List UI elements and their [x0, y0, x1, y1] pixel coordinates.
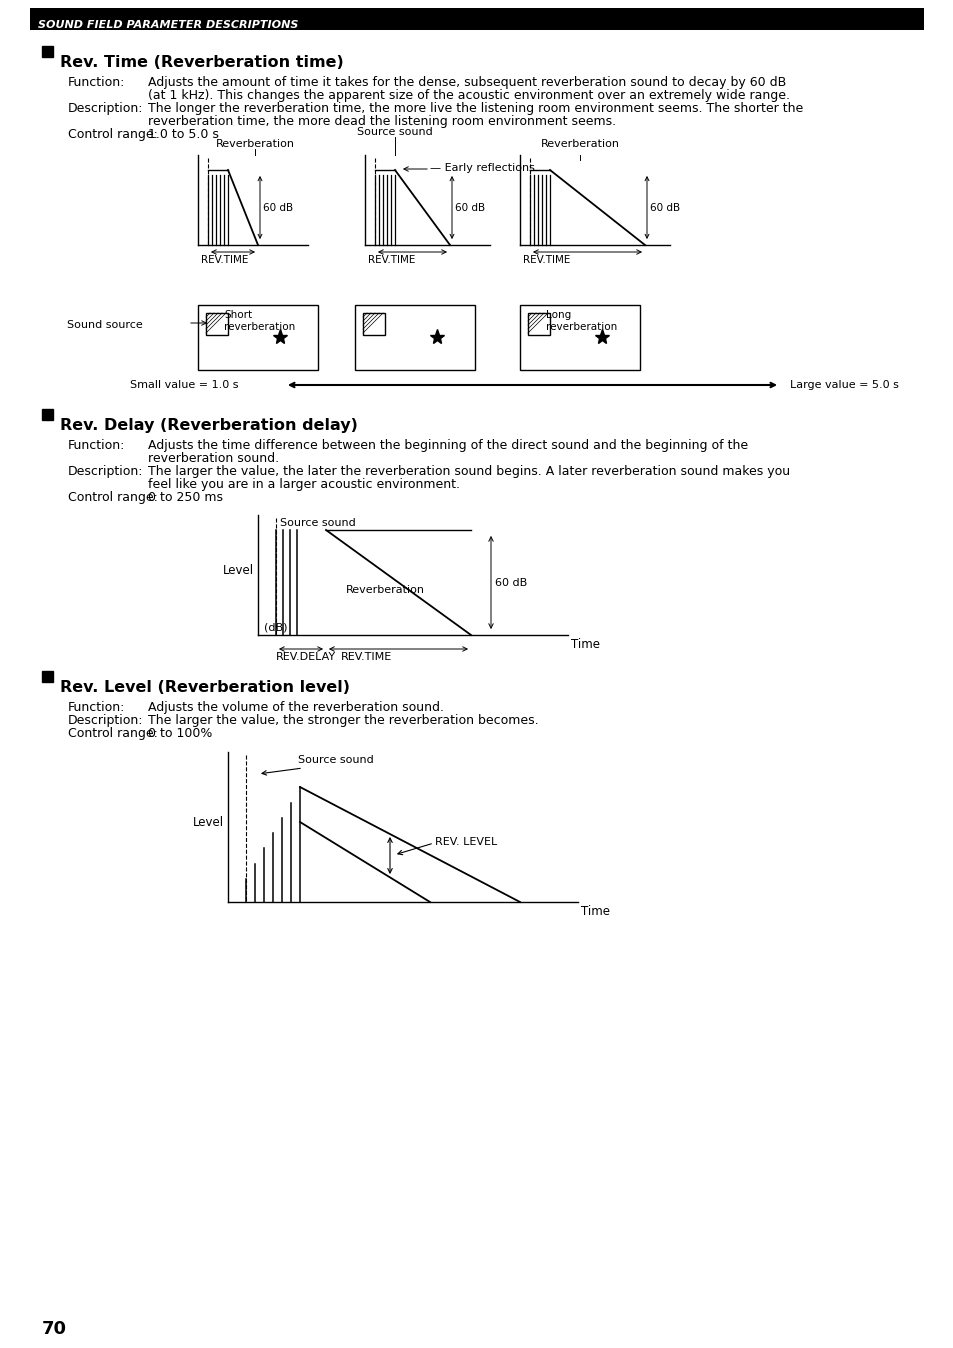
Text: Function:: Function:	[68, 439, 125, 452]
Text: Large value = 5.0 s: Large value = 5.0 s	[789, 380, 898, 390]
Text: Description:: Description:	[68, 465, 143, 479]
Text: Level: Level	[193, 816, 224, 829]
Text: Rev. Delay (Reverberation delay): Rev. Delay (Reverberation delay)	[60, 418, 357, 433]
Text: (at 1 kHz). This changes the apparent size of the acoustic environment over an e: (at 1 kHz). This changes the apparent si…	[148, 89, 789, 102]
Text: Time: Time	[571, 638, 599, 651]
Text: The larger the value, the later the reverberation sound begins. A later reverber: The larger the value, the later the reve…	[148, 465, 789, 479]
Text: REV.DELAY: REV.DELAY	[275, 652, 335, 662]
Text: Small value = 1.0 s: Small value = 1.0 s	[130, 380, 238, 390]
Bar	[198, 305, 317, 369]
Text: Rev. Level (Reverberation level): Rev. Level (Reverberation level)	[60, 679, 350, 696]
Text: reverberation time, the more dead the listening room environment seems.: reverberation time, the more dead the li…	[148, 115, 616, 128]
Text: Source sound: Source sound	[297, 755, 374, 766]
Bar	[355, 305, 475, 369]
Text: Long
reverberation: Long reverberation	[545, 310, 617, 332]
Text: feel like you are in a larger acoustic environment.: feel like you are in a larger acoustic e…	[148, 479, 459, 491]
Text: reverberation sound.: reverberation sound.	[148, 452, 279, 465]
Text: Adjusts the amount of time it takes for the dense, subsequent reverberation soun: Adjusts the amount of time it takes for …	[148, 75, 785, 89]
Text: Time: Time	[580, 905, 609, 918]
Text: REV.TIME: REV.TIME	[522, 255, 570, 266]
Bar	[363, 313, 385, 336]
Text: 0 to 250 ms: 0 to 250 ms	[148, 491, 223, 504]
Text: — Early reflections: — Early reflections	[430, 163, 535, 173]
Text: The larger the value, the stronger the reverberation becomes.: The larger the value, the stronger the r…	[148, 714, 538, 727]
Text: Source sound: Source sound	[280, 518, 355, 528]
Text: Reverberation: Reverberation	[346, 585, 424, 594]
Text: Control range:: Control range:	[68, 491, 157, 504]
Text: 60 dB: 60 dB	[649, 204, 679, 213]
Bar	[206, 313, 228, 336]
Text: Description:: Description:	[68, 714, 143, 727]
Text: Short
reverberation: Short reverberation	[224, 310, 294, 332]
Text: 60 dB: 60 dB	[263, 204, 293, 213]
Text: Level: Level	[223, 563, 253, 577]
Text: REV.TIME: REV.TIME	[201, 255, 248, 266]
Bar	[42, 671, 53, 682]
Text: Control range:: Control range:	[68, 128, 157, 142]
Text: 60 dB: 60 dB	[455, 204, 485, 213]
Text: 1.0 to 5.0 s: 1.0 to 5.0 s	[148, 128, 218, 142]
Text: Adjusts the volume of the reverberation sound.: Adjusts the volume of the reverberation …	[148, 701, 443, 714]
Text: Reverberation: Reverberation	[215, 139, 294, 150]
Bar	[42, 408, 53, 421]
Text: Description:: Description:	[68, 102, 143, 115]
Text: Function:: Function:	[68, 701, 125, 714]
Bar	[30, 8, 923, 30]
Text: Sound source: Sound source	[67, 319, 143, 330]
Text: The longer the reverberation time, the more live the listening room environment : The longer the reverberation time, the m…	[148, 102, 802, 115]
Text: REV.TIME: REV.TIME	[368, 255, 415, 266]
Bar	[519, 305, 639, 369]
Text: Control range:: Control range:	[68, 727, 157, 740]
Text: 70: 70	[42, 1320, 67, 1339]
Text: REV. LEVEL: REV. LEVEL	[435, 837, 497, 847]
Text: Rev. Time (Reverberation time): Rev. Time (Reverberation time)	[60, 55, 343, 70]
Text: Adjusts the time difference between the beginning of the direct sound and the be: Adjusts the time difference between the …	[148, 439, 747, 452]
Text: Function:: Function:	[68, 75, 125, 89]
Bar	[527, 313, 550, 336]
Text: (dB): (dB)	[264, 623, 287, 634]
Bar	[42, 46, 53, 57]
Text: 60 dB: 60 dB	[495, 578, 527, 588]
Text: Source sound: Source sound	[356, 127, 433, 137]
Text: Reverberation: Reverberation	[540, 139, 618, 150]
Text: SOUND FIELD PARAMETER DESCRIPTIONS: SOUND FIELD PARAMETER DESCRIPTIONS	[38, 20, 298, 30]
Text: REV.TIME: REV.TIME	[340, 652, 392, 662]
Text: 0 to 100%: 0 to 100%	[148, 727, 213, 740]
